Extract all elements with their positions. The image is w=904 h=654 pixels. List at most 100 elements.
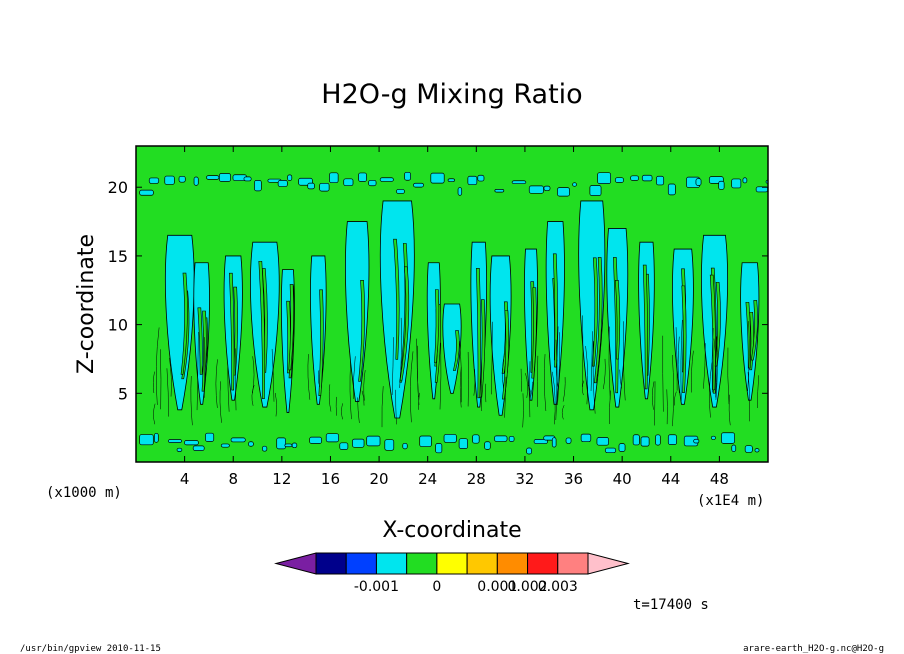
- colorbar-tick-label: -0.001: [354, 579, 399, 595]
- colorbar-bin: [527, 552, 559, 575]
- band-blob: [596, 437, 609, 446]
- x-tick-label: 8: [228, 470, 238, 488]
- band-blob: [287, 174, 293, 181]
- band-blob: [368, 179, 377, 187]
- band-blob: [167, 439, 183, 443]
- band-blob: [164, 175, 175, 185]
- band-blob: [396, 189, 405, 194]
- colorbar-bin: [375, 552, 408, 575]
- contour-line: [672, 354, 674, 427]
- band-blob: [413, 182, 424, 188]
- band-blob: [205, 432, 215, 442]
- contour-line: [317, 370, 320, 387]
- contour-line: [353, 356, 356, 399]
- time-annotation: t=17400 s: [633, 597, 709, 613]
- contour-line: [502, 353, 505, 389]
- band-blob: [366, 435, 381, 447]
- contour-line: [391, 337, 394, 396]
- contour-line: [357, 397, 360, 423]
- plume-streak: [434, 289, 440, 363]
- contour-line: [556, 359, 559, 388]
- band-blob: [667, 183, 676, 196]
- chart-title: H2O-g Mixing Ratio: [321, 79, 582, 110]
- band-blob: [148, 177, 160, 184]
- colorbar-tick-label: 0: [432, 579, 441, 595]
- contour-line: [219, 381, 222, 423]
- contour-line: [608, 326, 611, 400]
- band-blob: [277, 180, 288, 187]
- contour-line: [609, 390, 611, 425]
- band-blob: [443, 434, 457, 443]
- colorbar-tick-label: 0.001: [477, 579, 517, 595]
- plume-streak: [288, 284, 294, 371]
- band-blob: [358, 172, 367, 182]
- contour-line: [582, 380, 585, 396]
- x-tick-label: 48: [710, 470, 729, 488]
- band-blob: [139, 189, 154, 196]
- colorbar-bin: [345, 552, 377, 575]
- plume-streak: [201, 310, 207, 392]
- band-blob: [742, 177, 748, 184]
- band-blob: [309, 436, 322, 444]
- contour-line: [459, 341, 462, 403]
- band-blob: [731, 178, 742, 189]
- band-blob: [352, 438, 365, 448]
- y-axis-label: Z-coordinate: [74, 234, 99, 374]
- band-blob: [484, 441, 491, 450]
- contour-line: [395, 389, 397, 425]
- x-tick-label: 12: [272, 470, 291, 488]
- contour-line: [527, 384, 531, 401]
- band-blob: [667, 434, 677, 445]
- contour-line: [603, 358, 606, 390]
- band-blob: [379, 177, 394, 182]
- contour-line: [557, 332, 560, 406]
- band-blob: [618, 443, 626, 452]
- colorbar-bin: [406, 552, 438, 575]
- band-blob: [467, 175, 478, 186]
- band-blob: [307, 182, 315, 190]
- plume-layer: [164, 200, 760, 419]
- contour-line: [204, 337, 206, 398]
- band-blob: [640, 436, 650, 447]
- contour-line: [410, 351, 414, 423]
- band-blob: [511, 180, 527, 185]
- band-blob: [457, 187, 463, 196]
- band-blob: [656, 175, 665, 186]
- contour-line: [757, 375, 759, 409]
- band-blob: [319, 182, 330, 192]
- band-blob: [220, 443, 230, 448]
- plume-streak: [393, 238, 400, 360]
- contour-line: [654, 381, 656, 426]
- contour-line: [361, 390, 365, 406]
- contour-line: [619, 369, 622, 389]
- contour-line: [473, 369, 476, 396]
- x-tick-label: 44: [661, 470, 680, 488]
- band-blob: [557, 187, 570, 197]
- contour-line: [328, 384, 332, 412]
- contour-line: [381, 386, 384, 428]
- contour-line: [341, 403, 343, 420]
- contour-line: [728, 394, 731, 426]
- band-blob: [243, 176, 252, 182]
- x-axis: 4 8 12 16 20 24 28 32 36 40 44 48: [180, 146, 729, 488]
- contour-line: [522, 393, 524, 428]
- contour-line: [711, 327, 714, 393]
- band-blob: [630, 175, 639, 181]
- contour-line: [530, 381, 533, 397]
- contour-line: [399, 317, 402, 388]
- band-blob: [543, 185, 551, 191]
- contour-line: [703, 343, 706, 389]
- contour-line: [747, 321, 750, 392]
- plume-streak: [501, 310, 510, 400]
- band-blob: [695, 178, 702, 186]
- contour-line: [196, 332, 199, 411]
- colorbar: [274, 552, 630, 575]
- plume-streak: [258, 260, 266, 400]
- colorbar-bin: [466, 552, 498, 575]
- contour-noise-layer: [153, 315, 759, 428]
- x-tick-label: 20: [370, 470, 389, 488]
- band-blob: [508, 435, 515, 442]
- colorbar-min-arrow: [274, 552, 317, 575]
- colorbar-bin: [315, 552, 347, 575]
